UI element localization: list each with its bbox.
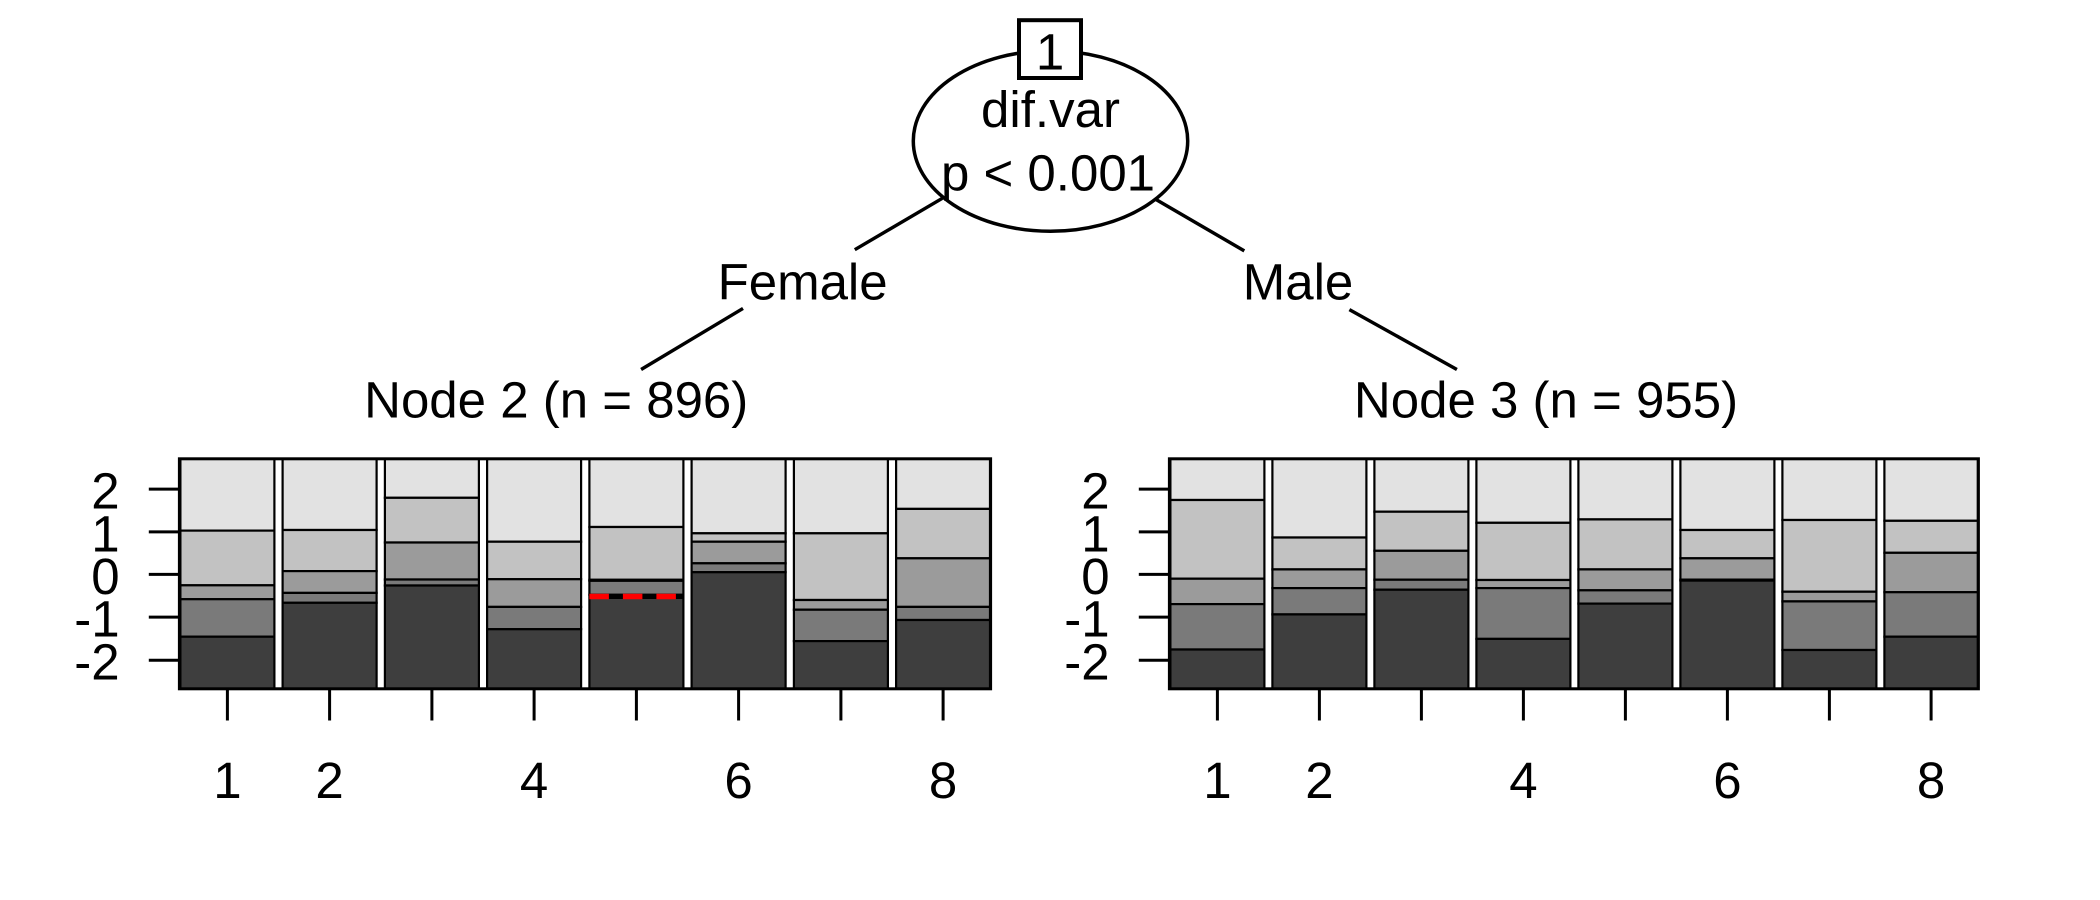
svg-text:Node 3 (n = 955): Node 3 (n = 955) <box>1354 371 1738 428</box>
svg-text:-2: -2 <box>1064 634 1109 691</box>
svg-text:-2: -2 <box>74 634 119 691</box>
svg-text:8: 8 <box>1917 752 1945 809</box>
svg-text:8: 8 <box>929 752 957 809</box>
svg-text:p < 0.001: p < 0.001 <box>941 145 1155 202</box>
svg-text:Female: Female <box>718 254 888 311</box>
svg-text:-1: -1 <box>74 591 119 648</box>
svg-text:1: 1 <box>1081 505 1109 562</box>
svg-text:6: 6 <box>1713 752 1741 809</box>
svg-text:0: 0 <box>91 548 119 605</box>
svg-text:6: 6 <box>724 752 752 809</box>
svg-text:0: 0 <box>1081 548 1109 605</box>
svg-text:dif.var: dif.var <box>981 81 1120 138</box>
svg-text:1: 1 <box>91 505 119 562</box>
svg-text:2: 2 <box>1305 752 1333 809</box>
svg-text:4: 4 <box>520 752 548 809</box>
svg-text:-1: -1 <box>1064 591 1109 648</box>
svg-text:Male: Male <box>1243 254 1354 311</box>
svg-text:2: 2 <box>1081 463 1109 520</box>
svg-text:1: 1 <box>1036 23 1064 80</box>
svg-text:2: 2 <box>315 752 343 809</box>
svg-text:2: 2 <box>91 463 119 520</box>
svg-text:4: 4 <box>1509 752 1537 809</box>
svg-text:1: 1 <box>1203 752 1231 809</box>
svg-text:Node 2 (n = 896): Node 2 (n = 896) <box>364 371 748 428</box>
svg-text:1: 1 <box>213 752 241 809</box>
